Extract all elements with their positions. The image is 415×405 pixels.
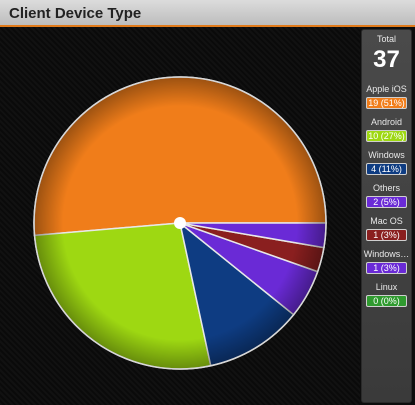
total-value: 37 — [373, 46, 400, 73]
pie-center-dot — [174, 217, 186, 229]
chart-area — [0, 27, 360, 405]
legend-value-badge: 4 (11%) — [366, 163, 407, 175]
legend-value-badge: 10 (27%) — [366, 130, 407, 142]
legend-value-badge: 19 (51%) — [366, 97, 407, 109]
legend-label: Mac OS — [370, 216, 403, 226]
window-title: Client Device Type — [9, 5, 142, 22]
legend-label: Windows… — [363, 249, 410, 259]
total-label: Total — [376, 34, 396, 44]
legend-label: Android — [370, 117, 403, 127]
legend-label: Linux — [375, 282, 398, 292]
legend-value-badge: 0 (0%) — [366, 295, 407, 307]
legend-value-badge: 1 (3%) — [366, 229, 407, 241]
legend-label: Windows — [368, 150, 405, 160]
title-bar: Client Device Type — [0, 0, 415, 27]
pie-chart — [33, 76, 327, 370]
legend-value-badge: 2 (5%) — [366, 196, 407, 208]
legend-value-badge: 1 (3%) — [366, 262, 407, 274]
legend-panel: Total 37 Apple iOS 19 (51%) Android 10 (27%… — [361, 29, 412, 403]
pie-outline — [33, 76, 327, 370]
legend-label: Others — [372, 183, 400, 193]
legend-label: Apple iOS — [366, 84, 407, 94]
